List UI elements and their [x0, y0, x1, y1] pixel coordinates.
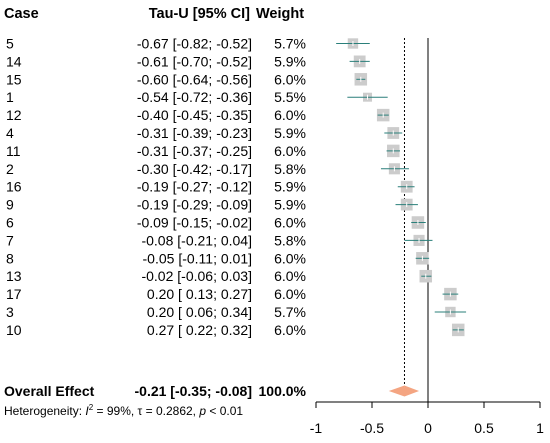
study-weight: 6.0%	[274, 250, 306, 266]
study-label: 14	[6, 53, 22, 69]
plot-area: -1 -0.5 0 0.5 1	[310, 38, 544, 436]
study-effect: 0.20 [ 0.06; 0.34]	[147, 304, 252, 320]
study-label: 9	[6, 197, 14, 213]
study-effect: -0.31 [-0.39; -0.23]	[137, 125, 252, 141]
i2-symbol: I	[85, 404, 89, 418]
study-weight: 5.8%	[274, 232, 306, 248]
study-weight: 5.9%	[274, 197, 306, 213]
study-weight: 6.0%	[274, 107, 306, 123]
study-effect: -0.67 [-0.82; -0.52]	[137, 36, 252, 52]
study-label: 6	[6, 215, 14, 231]
study-effect: -0.02 [-0.06; 0.03]	[141, 268, 252, 284]
study-effect: -0.09 [-0.15; -0.02]	[137, 215, 252, 231]
study-effect: -0.31 [-0.37; -0.25]	[137, 143, 252, 159]
study-weight: 5.9%	[274, 125, 306, 141]
study-label: 3	[6, 304, 14, 320]
header-weight: Weight	[256, 6, 304, 22]
x-tick-label: 0.5	[474, 420, 494, 436]
overall-effect: -0.21 [-0.35; -0.08]	[135, 383, 253, 399]
study-weight: 6.0%	[274, 322, 306, 338]
header-case: Case	[4, 6, 39, 22]
study-effect: -0.05 [-0.11; 0.01]	[143, 250, 252, 266]
overall-diamond	[388, 385, 420, 397]
study-effect: 0.27 [ 0.22; 0.32]	[147, 322, 252, 338]
study-weight: 5.7%	[274, 36, 306, 52]
p-symbol: p	[198, 404, 206, 418]
study-label: 10	[6, 322, 22, 338]
study-rows: 5 -0.67 [-0.82; -0.52] 5.7%14 -0.61 [-0.70;…	[6, 36, 306, 338]
i2-superscript: 2	[89, 403, 94, 412]
study-effect: -0.61 [-0.70; -0.52]	[137, 53, 252, 69]
study-weight: 5.5%	[274, 89, 306, 105]
study-label: 8	[6, 250, 14, 266]
study-effect: 0.20 [ 0.13; 0.27]	[147, 286, 252, 302]
p-value: < 0.01	[206, 404, 243, 418]
study-weight: 6.0%	[274, 143, 306, 159]
study-effect: -0.19 [-0.27; -0.12]	[137, 179, 252, 195]
x-tick-label: -0.5	[360, 420, 384, 436]
study-label: 2	[6, 161, 14, 177]
study-weight: 6.0%	[274, 268, 306, 284]
x-tick-label: 1	[536, 420, 544, 436]
heterogeneity-text: Heterogeneity: I2 = 99%, τ = 0.2862, p <…	[4, 403, 243, 418]
study-effect: -0.30 [-0.42; -0.17]	[137, 161, 252, 177]
study-label: 17	[6, 286, 22, 302]
study-label: 11	[6, 143, 21, 159]
study-label: 16	[6, 179, 22, 195]
study-label: 5	[6, 36, 14, 52]
study-label: 13	[6, 268, 22, 284]
study-label: 7	[6, 232, 14, 248]
overall-label: Overall Effect	[4, 383, 95, 399]
overall-weight: 100.0%	[259, 383, 307, 399]
study-label: 4	[6, 125, 14, 141]
study-weight: 6.0%	[274, 215, 306, 231]
study-effect: -0.19 [-0.29; -0.09]	[137, 197, 252, 213]
study-label: 15	[6, 71, 22, 87]
study-effect: -0.54 [-0.72; -0.36]	[137, 89, 252, 105]
study-weight: 5.7%	[274, 304, 306, 320]
study-weight: 5.9%	[274, 53, 306, 69]
study-effect: -0.60 [-0.64; -0.56]	[137, 71, 252, 87]
study-weight: 6.0%	[274, 71, 306, 87]
heterogeneity-prefix: Heterogeneity:	[4, 404, 85, 418]
study-label: 1	[6, 89, 14, 105]
study-label: 12	[6, 107, 22, 123]
x-tick-label: 0	[424, 420, 432, 436]
study-effect: -0.08 [-0.21; 0.04]	[141, 232, 252, 248]
i2-value: = 99%, τ = 0.2862,	[93, 404, 199, 418]
header-effect: Tau-U [95% CI]	[149, 6, 250, 22]
x-tick-label: -1	[310, 420, 323, 436]
study-effect: -0.40 [-0.45; -0.35]	[137, 107, 252, 123]
overall-row: Overall Effect 100.0% -0.21 [-0.35; -0.0…	[4, 383, 307, 399]
study-weight: 6.0%	[274, 286, 306, 302]
column-headers: Case Tau-U [95% CI] Weight	[4, 6, 304, 22]
study-weight: 5.9%	[274, 179, 306, 195]
study-weight: 5.8%	[274, 161, 306, 177]
